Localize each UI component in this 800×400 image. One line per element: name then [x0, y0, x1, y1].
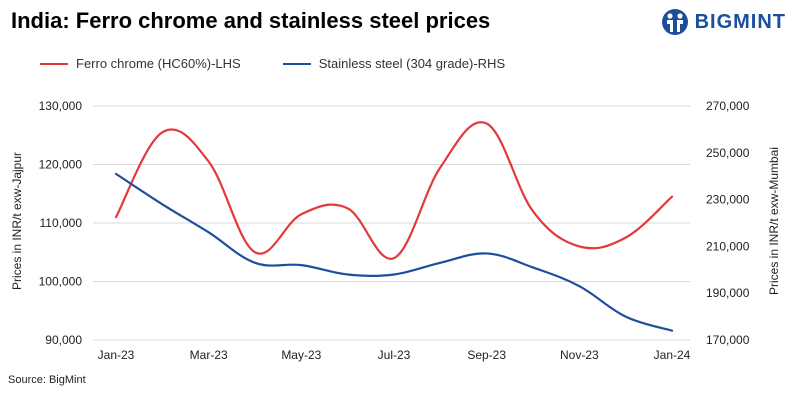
y-left-tick-label: 90,000	[45, 333, 82, 347]
y-right-tick-label: 170,000	[706, 333, 750, 347]
y-axis-left-label: Prices in INR/t exw-Jajpur	[10, 152, 24, 290]
y-right-tick-label: 270,000	[706, 99, 750, 113]
series-line-ferro-chrome	[114, 121, 674, 260]
y-right-tick-label: 190,000	[706, 286, 750, 300]
x-tick-label: Nov-23	[560, 348, 599, 362]
y-axis-right-ticks: 170,000 190,000 210,000 230,000 250,000 270,0…	[706, 99, 750, 347]
brand-name: BIGMINT	[694, 10, 786, 33]
x-tick-label: Sep-23	[467, 348, 506, 362]
chart-title: India: Ferro chrome and stainless steel …	[11, 8, 491, 33]
bigmint-logo-icon	[661, 9, 688, 35]
y-left-tick-label: 110,000	[40, 216, 83, 230]
legend-item-ferro-chrome: Ferro chrome (HC60%)-LHS	[40, 56, 241, 71]
y-axis-left-ticks: 90,000 100,000 110,000 120,000 130,000	[39, 99, 83, 347]
y-axis-right-label: Prices in INR/t exw-Mumbai	[767, 147, 781, 295]
legend-swatch-ferro-chrome	[40, 62, 68, 65]
y-right-tick-label: 210,000	[706, 239, 750, 253]
legend-item-stainless-steel: Stainless steel (304 grade)-RHS	[282, 56, 506, 71]
source-note: Source: BigMint	[8, 374, 86, 386]
y-left-tick-label: 120,000	[39, 158, 83, 172]
y-left-tick-label: 100,000	[39, 275, 83, 289]
x-tick-label: May-23	[281, 348, 321, 362]
x-tick-label: Mar-23	[190, 348, 228, 362]
y-right-tick-label: 230,000	[706, 193, 750, 207]
legend-label-stainless-steel: Stainless steel (304 grade)-RHS	[318, 56, 506, 71]
legend-label-ferro-chrome: Ferro chrome (HC60%)-LHS	[76, 56, 241, 71]
series-lines	[114, 121, 674, 332]
x-tick-label: Jan-23	[98, 348, 135, 362]
x-tick-label: Jul-23	[378, 348, 411, 362]
chart-legend: Ferro chrome (HC60%)-LHS Stainless steel…	[40, 56, 505, 71]
brand-logo: BIGMINT	[661, 8, 786, 36]
x-axis-ticks: Jan-23 Mar-23 May-23 Jul-23 Sep-23 Nov-23 Jan-…	[98, 348, 691, 362]
series-line-stainless-steel	[114, 172, 674, 332]
y-left-tick-label: 130,000	[39, 99, 83, 113]
y-right-tick-label: 250,000	[706, 146, 750, 160]
x-tick-label: Jan-24	[654, 348, 691, 362]
legend-swatch-stainless-steel	[282, 62, 311, 65]
grid-lines	[93, 105, 690, 341]
